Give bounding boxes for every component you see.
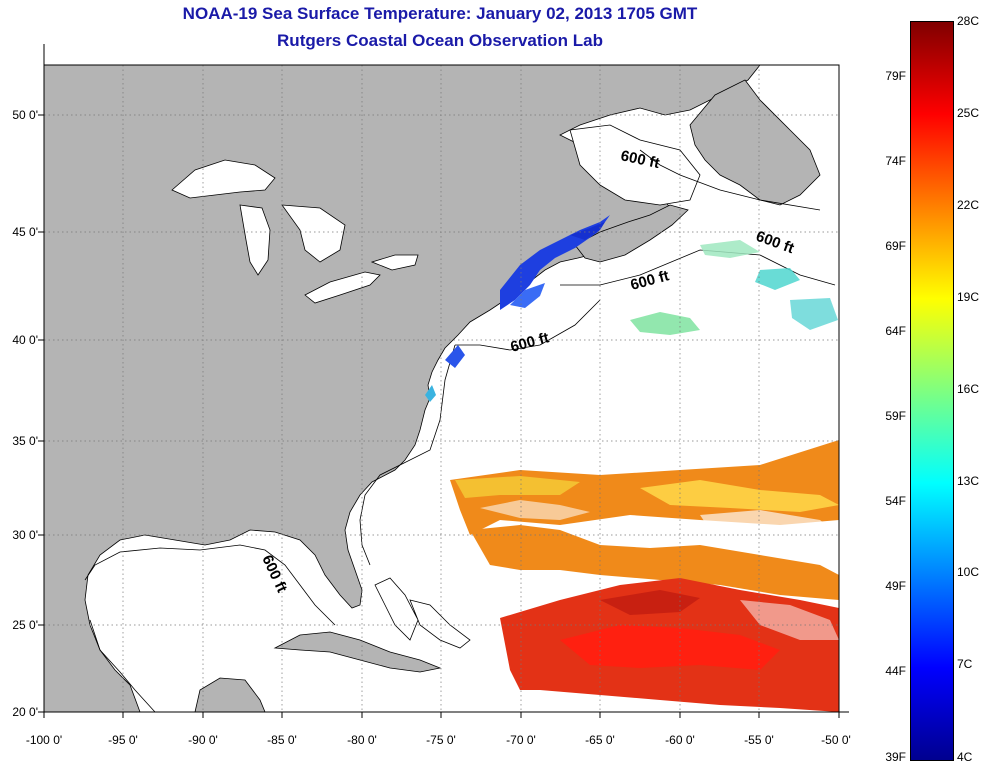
lat-tick-label: 25 0' (12, 618, 38, 632)
sst-warm-swath (450, 440, 839, 712)
map-title: NOAA-19 Sea Surface Temperature: January… (182, 4, 698, 23)
lat-tick-label: 35 0' (12, 434, 38, 448)
lat-tick-label: 20 0' (12, 705, 38, 719)
lat-tick-label: 30 0' (12, 528, 38, 542)
colorbar-celsius-label: 16C (957, 382, 980, 396)
lon-tick-label: -75 0' (426, 733, 456, 747)
colorbar-celsius-label: 4C (957, 750, 973, 764)
lat-tick-label: 40 0' (12, 333, 38, 347)
lon-tick-label: -55 0' (744, 733, 774, 747)
sst-cold-shelf-pixels (425, 215, 610, 402)
lon-tick-label: -60 0' (665, 733, 695, 747)
map-subtitle: Rutgers Coastal Ocean Observation Lab (277, 31, 603, 50)
colorbar-celsius-label: 10C (957, 565, 980, 579)
lat-tick-label: 45 0' (12, 225, 38, 239)
cuba-land (273, 631, 442, 673)
lake-superior (171, 159, 276, 199)
lon-tick-label: -80 0' (347, 733, 377, 747)
colorbar-celsius-label: 28C (957, 14, 980, 28)
lon-tick-label: -95 0' (108, 733, 138, 747)
shelf-contour-600ft (84, 149, 836, 713)
colorbar-celsius-label: 13C (957, 474, 980, 488)
colorbar-fahrenheit-label: 54F (885, 494, 906, 508)
newfoundland-land (689, 79, 821, 206)
colorbar-fahrenheit-label: 69F (885, 239, 906, 253)
lon-tick-label: -65 0' (585, 733, 615, 747)
lake-michigan (239, 204, 271, 276)
colorbar-fahrenheit-label: 64F (885, 324, 906, 338)
sst-scattered-north-pixels (630, 240, 838, 335)
lon-tick-label: -90 0' (188, 733, 218, 747)
lon-tick-label: -70 0' (506, 733, 536, 747)
lat-tick-label: 50 0' (12, 108, 38, 122)
lake-erie (304, 271, 381, 304)
colorbar-fahrenheit-label: 44F (885, 664, 906, 678)
bahamas-banks (374, 577, 471, 649)
axis-ticks (38, 114, 840, 718)
colorbar-celsius-label: 7C (957, 657, 973, 671)
colorbar-fahrenheit-label: 74F (885, 154, 906, 168)
colorbar-fahrenheit-label: 79F (885, 69, 906, 83)
nova-scotia (574, 204, 689, 263)
colorbar-celsius-label: 22C (957, 198, 980, 212)
colorbar-fahrenheit-label: 39F (885, 750, 906, 764)
graticule (44, 65, 839, 712)
lake-ontario (370, 254, 419, 271)
lon-tick-label: -85 0' (267, 733, 297, 747)
temperature-colorbar (910, 21, 954, 761)
gulf-st-lawrence (569, 124, 701, 206)
lon-tick-label: -50 0' (821, 733, 851, 747)
colorbar-celsius-label: 25C (957, 106, 980, 120)
colorbar-fahrenheit-label: 49F (885, 579, 906, 593)
colorbar-celsius-label: 19C (957, 290, 980, 304)
lake-huron (281, 204, 346, 263)
colorbar-fahrenheit-label: 59F (885, 409, 906, 423)
lon-tick-label: -100 0' (25, 733, 63, 747)
